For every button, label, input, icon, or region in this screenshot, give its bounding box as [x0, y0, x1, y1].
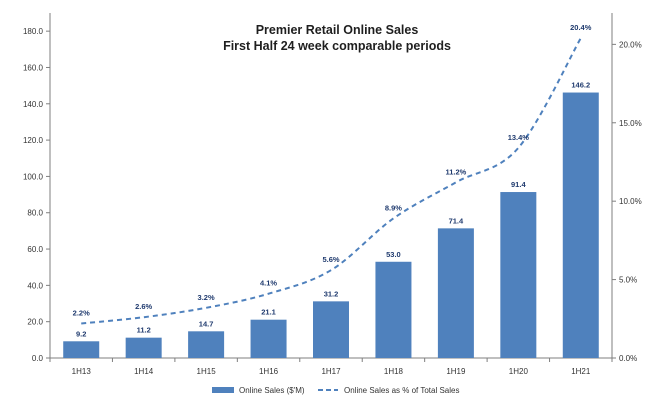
legend-line-label: Online Sales as % of Total Sales [344, 386, 459, 395]
y-tick-label: 140.0 [23, 100, 44, 109]
y-tick-label: 160.0 [23, 63, 44, 72]
line-data-label: 8.9% [385, 203, 402, 212]
legend-bar-swatch [212, 387, 234, 393]
y2-tick-label: 15.0% [619, 119, 642, 128]
y-tick-label: 120.0 [23, 136, 44, 145]
bar [250, 319, 287, 358]
y-tick-label: 100.0 [23, 172, 44, 181]
bar-data-label: 21.1 [261, 308, 276, 317]
x-tick-label: 1H13 [72, 367, 92, 376]
y2-tick-label: 5.0% [619, 276, 637, 285]
bar-data-label: 146.2 [571, 81, 590, 90]
x-tick-label: 1H17 [321, 367, 341, 376]
line-data-label: 2.2% [73, 309, 90, 318]
legend: Online Sales ($'M) Online Sales as % of T… [212, 386, 459, 395]
y-tick-label: 40.0 [27, 281, 43, 290]
line-data-label: 4.1% [260, 279, 277, 288]
line-data-label: 13.4% [508, 133, 530, 142]
bar-data-label: 31.2 [324, 289, 339, 298]
x-tick-label: 1H21 [571, 367, 591, 376]
bar-data-label: 9.2 [76, 329, 86, 338]
x-tick-label: 1H14 [134, 367, 154, 376]
y2-tick-label: 0.0% [619, 354, 637, 363]
y-tick-label: 0.0 [32, 354, 44, 363]
plot-area: 0.0 20.0 40.0 60.0 80.0 100.0 120.0 140.0 160.0 1… [23, 13, 642, 376]
bar [188, 331, 225, 358]
line-data-label: 11.2% [445, 167, 466, 176]
line-data-label: 3.2% [198, 293, 215, 302]
y-tick-label: 60.0 [27, 245, 43, 254]
line-data-label: 2.6% [135, 302, 152, 311]
y2-tick-label: 20.0% [619, 40, 642, 49]
y2-tick-label: 10.0% [619, 197, 642, 206]
bar [313, 301, 349, 358]
bar-data-label: 91.4 [511, 180, 526, 189]
bar [375, 261, 412, 358]
y-tick-label: 80.0 [27, 209, 43, 218]
x-tick-label: 1H16 [259, 367, 279, 376]
bar [63, 341, 100, 358]
y-tick-label: 20.0 [27, 318, 43, 327]
bar-data-label: 14.7 [199, 319, 214, 328]
legend-bar-label: Online Sales ($'M) [239, 386, 305, 395]
bar-data-label: 53.0 [386, 250, 401, 259]
x-tick-label: 1H19 [446, 367, 466, 376]
x-tick-label: 1H20 [509, 367, 529, 376]
line-data-label: 20.4% [570, 23, 592, 32]
percent-line [81, 37, 582, 325]
bar [562, 92, 599, 358]
bar [125, 337, 162, 358]
bar-data-label: 71.4 [449, 216, 464, 225]
x-tick-label: 1H18 [384, 367, 404, 376]
bar [500, 192, 537, 358]
x-tick-label: 1H15 [197, 367, 217, 376]
bar-data-label: 11.2 [137, 326, 151, 335]
line-data-label: 5.6% [322, 255, 339, 264]
chart-title: Premier Retail Online Sales [256, 23, 419, 37]
chart-subtitle: First Half 24 week comparable periods [223, 39, 451, 53]
y-tick-label: 180.0 [23, 27, 44, 36]
bar [437, 228, 474, 358]
